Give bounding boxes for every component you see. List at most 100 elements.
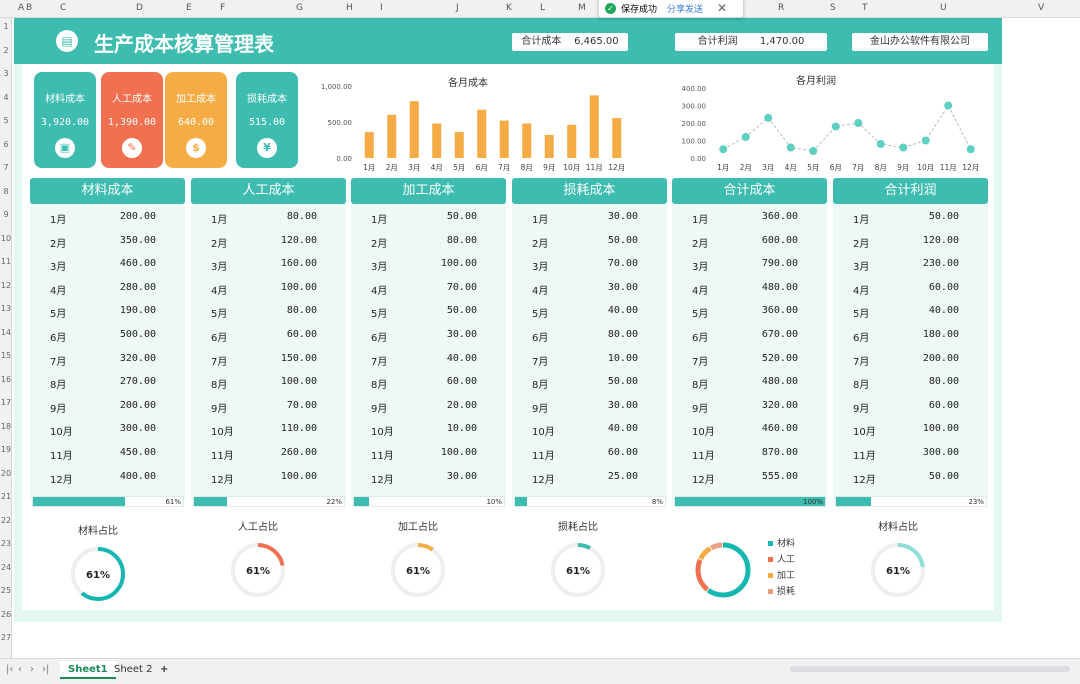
- row-header[interactable]: 12: [0, 280, 12, 290]
- kpi-card-loss[interactable]: 损耗成本 515.00 ¥: [236, 72, 298, 168]
- table-row[interactable]: 7月 320.00: [30, 348, 185, 372]
- close-icon[interactable]: ✕: [717, 1, 728, 15]
- row-header[interactable]: 24: [0, 562, 12, 572]
- column-header[interactable]: B: [26, 3, 33, 13]
- data-point[interactable]: [921, 136, 930, 145]
- table-row[interactable]: 12月 100.00: [191, 466, 346, 490]
- table-row[interactable]: 11月 300.00: [833, 442, 988, 466]
- row-header[interactable]: 8: [3, 186, 9, 196]
- column-header[interactable]: G: [296, 3, 303, 13]
- table-row[interactable]: 12月 25.00: [512, 466, 667, 490]
- table-row[interactable]: 7月 40.00: [351, 348, 506, 372]
- table-row[interactable]: 6月 60.00: [191, 324, 346, 348]
- table-row[interactable]: 4月 60.00: [833, 277, 988, 301]
- table-row[interactable]: 12月 400.00: [30, 466, 185, 490]
- column-header[interactable]: 人工成本: [191, 178, 346, 204]
- table-row[interactable]: 11月 260.00: [191, 442, 346, 466]
- row-header[interactable]: 13: [0, 304, 12, 313]
- table-row[interactable]: 8月 100.00: [191, 371, 346, 395]
- table-row[interactable]: 10月 40.00: [512, 418, 667, 442]
- data-point[interactable]: [876, 140, 885, 148]
- table-row[interactable]: 2月 80.00: [351, 230, 506, 254]
- row-header[interactable]: 2: [3, 45, 9, 55]
- table-row[interactable]: 6月 180.00: [833, 324, 988, 348]
- bar[interactable]: [522, 123, 532, 158]
- row-header[interactable]: 22: [0, 515, 12, 525]
- table-row[interactable]: 11月 100.00: [351, 442, 506, 466]
- table-row[interactable]: 12月 50.00: [833, 466, 988, 490]
- row-header[interactable]: 6: [3, 139, 9, 149]
- bar[interactable]: [589, 95, 599, 158]
- row-header[interactable]: 9: [3, 210, 9, 219]
- first-sheet-icon[interactable]: |‹: [6, 664, 14, 675]
- column-header[interactable]: J: [456, 3, 459, 13]
- table-row[interactable]: 1月 30.00: [512, 206, 667, 230]
- tab-sheet2[interactable]: Sheet 2: [114, 664, 153, 675]
- pie-segment[interactable]: [695, 542, 751, 598]
- column-header[interactable]: V: [1038, 3, 1045, 13]
- row-header[interactable]: 3: [3, 69, 9, 78]
- row-header[interactable]: 20: [0, 468, 12, 478]
- bar[interactable]: [567, 124, 577, 158]
- table-row[interactable]: 7月 520.00: [672, 348, 827, 372]
- table-row[interactable]: 6月 500.00: [30, 324, 185, 348]
- bar[interactable]: [387, 114, 397, 158]
- table-row[interactable]: 3月 460.00: [30, 253, 185, 277]
- donut-chart[interactable]: 61%: [226, 538, 290, 602]
- column-header[interactable]: L: [540, 3, 546, 13]
- table-row[interactable]: 12月 555.00: [672, 466, 827, 490]
- data-point[interactable]: [719, 145, 728, 154]
- prev-sheet-icon[interactable]: ‹: [18, 664, 22, 675]
- column-header[interactable]: 加工成本: [351, 178, 506, 204]
- kpi-card-processing[interactable]: 加工成本 640.00 $: [165, 72, 227, 168]
- data-point[interactable]: [786, 143, 795, 152]
- data-point[interactable]: [944, 101, 953, 110]
- row-header[interactable]: 21: [0, 492, 12, 501]
- monthly-profit-line-chart[interactable]: 0.00 100.00 200.00 300.00 400.00 1月 2月 3月 4月 5月 6月…: [652, 78, 992, 174]
- column-header[interactable]: 材料成本: [30, 178, 185, 204]
- row-header[interactable]: 14: [0, 327, 12, 337]
- row-header[interactable]: 10: [0, 233, 12, 243]
- add-sheet-button[interactable]: +: [160, 664, 169, 675]
- table-row[interactable]: 1月 200.00: [30, 206, 185, 230]
- table-row[interactable]: 2月 350.00: [30, 230, 185, 254]
- table-row[interactable]: 10月 100.00: [833, 418, 988, 442]
- row-header[interactable]: 18: [0, 421, 12, 431]
- table-row[interactable]: 5月 40.00: [833, 300, 988, 324]
- table-row[interactable]: 5月 360.00: [672, 300, 827, 324]
- total-profit-box[interactable]: 合计利润 1,470.00: [675, 33, 827, 51]
- row-header[interactable]: 23: [0, 539, 12, 548]
- table-row[interactable]: 11月 870.00: [672, 442, 827, 466]
- row-header[interactable]: 5: [3, 116, 9, 125]
- table-row[interactable]: 6月 80.00: [512, 324, 667, 348]
- table-row[interactable]: 6月 670.00: [672, 324, 827, 348]
- column-header[interactable]: R: [778, 3, 785, 13]
- column-header[interactable]: 合计成本: [672, 178, 827, 204]
- row-header[interactable]: 11: [0, 257, 12, 266]
- table-row[interactable]: 2月 120.00: [833, 230, 988, 254]
- last-sheet-icon[interactable]: ›|: [42, 664, 50, 675]
- table-row[interactable]: 7月 10.00: [512, 348, 667, 372]
- column-header[interactable]: T: [862, 3, 868, 13]
- table-row[interactable]: 3月 790.00: [672, 253, 827, 277]
- table-row[interactable]: 1月 50.00: [833, 206, 988, 230]
- data-point[interactable]: [764, 113, 773, 122]
- table-row[interactable]: 11月 450.00: [30, 442, 185, 466]
- table-row[interactable]: 4月 280.00: [30, 277, 185, 301]
- column-header[interactable]: M: [578, 3, 586, 13]
- column-header[interactable]: E: [186, 3, 192, 13]
- data-point[interactable]: [854, 119, 863, 127]
- table-row[interactable]: 4月 100.00: [191, 277, 346, 301]
- row-header[interactable]: 25: [0, 586, 12, 595]
- company-box[interactable]: 金山办公软件有限公司: [852, 33, 988, 51]
- table-row[interactable]: 8月 60.00: [351, 371, 506, 395]
- table-row[interactable]: 3月 230.00: [833, 253, 988, 277]
- table-row[interactable]: 2月 120.00: [191, 230, 346, 254]
- bar[interactable]: [477, 109, 487, 158]
- table-row[interactable]: 7月 150.00: [191, 348, 346, 372]
- column-header[interactable]: 合计利润: [833, 178, 988, 204]
- data-point[interactable]: [831, 122, 840, 131]
- row-header[interactable]: 27: [0, 633, 12, 642]
- table-row[interactable]: 9月 30.00: [512, 395, 667, 419]
- table-row[interactable]: 9月 60.00: [833, 395, 988, 419]
